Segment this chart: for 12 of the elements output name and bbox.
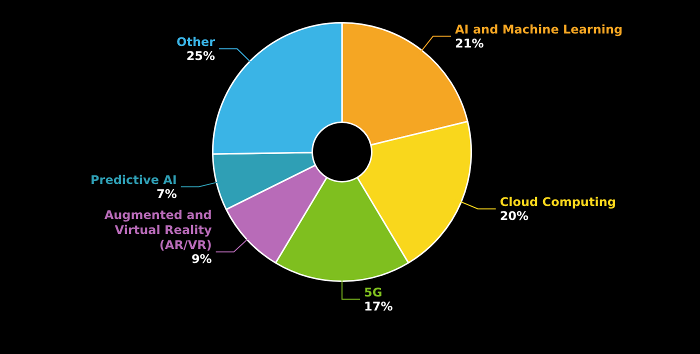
- slice-label: Cloud Computing: [500, 195, 616, 210]
- data-label: 9%: [191, 252, 212, 266]
- slice-label: Augmented and Virtual Reality (AR/VR): [104, 208, 212, 252]
- slice-label: 5G: [364, 285, 382, 300]
- data-label: 7%: [156, 186, 177, 201]
- data-label: 17%: [364, 299, 393, 314]
- slice-label: AI and Machine Learning: [455, 22, 623, 36]
- data-label: 21%: [455, 36, 484, 50]
- slice-label: Other: [176, 34, 216, 49]
- data-label: 20%: [500, 209, 529, 224]
- slice-label: Predictive AI: [90, 172, 177, 187]
- data-label: 25%: [186, 48, 216, 63]
